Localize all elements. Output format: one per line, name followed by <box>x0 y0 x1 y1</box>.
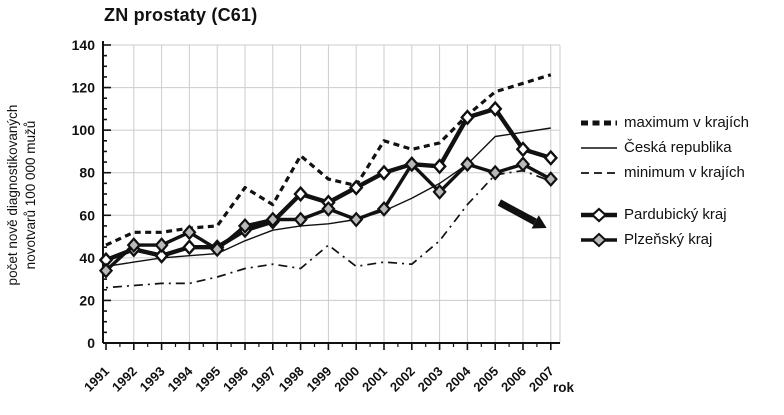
y-tick-label: 20 <box>79 292 95 308</box>
legend-item-pardubicky: Pardubický kraj <box>580 202 784 227</box>
legend-item-ceska-republika: Česká republika <box>580 135 784 160</box>
x-tick-label: 1994 <box>164 363 196 395</box>
x-tick-label: 1998 <box>276 364 307 395</box>
trend-arrow-shaft <box>497 199 537 225</box>
x-tick-label: 1996 <box>220 364 251 395</box>
series-line-maximum <box>105 73 552 247</box>
plzensky-diamond-marker <box>182 224 197 241</box>
legend-item-minimum: minimum v krajích <box>580 160 784 185</box>
legend-marker-solid-thin-icon <box>581 146 617 149</box>
x-tick-label: 1992 <box>109 364 140 395</box>
pardubicky-diamond-marker <box>543 149 559 166</box>
plzensky-diamond-marker <box>543 171 558 188</box>
plzensky-diamond-marker <box>98 262 114 279</box>
plzensky-diamond-marker <box>154 237 169 254</box>
y-tick-label: 140 <box>72 37 96 53</box>
plzensky-diamond-marker <box>265 211 280 228</box>
y-axis-label: počet nově diagnostikovaných novotvarů 1… <box>4 27 40 363</box>
x-axis-label: rok <box>553 380 575 395</box>
pardubicky-diamond-marker <box>348 179 364 196</box>
plzensky-diamond-marker <box>126 237 141 254</box>
pardubicky-diamond-marker <box>432 158 447 175</box>
x-tick-label: 2005 <box>470 364 501 395</box>
x-tick-label: 2004 <box>442 363 474 395</box>
plzensky-diamond-marker <box>349 211 364 228</box>
x-tick-label: 2003 <box>415 364 446 395</box>
legend-label-plzensky: Plzeňský kraj <box>624 231 713 248</box>
x-tick-label: 2000 <box>331 364 362 395</box>
y-tick-label: 0 <box>87 335 95 351</box>
plzensky-diamond-marker <box>460 156 475 173</box>
chart-title: ZN prostaty (C61) <box>104 5 258 25</box>
y-tick-label: 80 <box>79 165 95 181</box>
series-line-minimum <box>105 169 552 289</box>
legend-label-minimum: minimum v krajích <box>624 164 745 181</box>
x-tick-label: 2001 <box>359 364 390 395</box>
pardubicky-diamond-marker <box>487 100 503 117</box>
pardubicky-diamond-marker <box>182 239 197 256</box>
plzensky-diamond-marker <box>488 164 503 181</box>
pardubicky-diamond-marker <box>376 164 392 181</box>
x-tick-label: 2002 <box>387 364 418 395</box>
series-line-ceska-republika <box>105 127 551 268</box>
legend-marker-maximum-dashed-thick-icon <box>581 120 617 125</box>
y-tick-label: 40 <box>79 250 95 266</box>
y-tick-label: 100 <box>72 122 96 138</box>
plzensky-diamond-marker <box>293 211 308 228</box>
pardubicky-diamond-marker <box>515 141 531 158</box>
y-tick-label: 60 <box>79 207 95 223</box>
pardubicky-diamond-marker <box>460 109 475 126</box>
legend-item-plzensky: Plzeňský kraj <box>580 227 784 252</box>
plzensky-diamond-marker <box>210 241 225 258</box>
y-tick-label: 120 <box>72 80 96 96</box>
x-tick-label: 1993 <box>137 364 168 395</box>
y-axis-label-line1: počet nově diagnostikovaných <box>5 104 20 286</box>
pardubicky-diamond-marker <box>293 185 308 203</box>
plzensky-diamond-marker <box>321 200 336 217</box>
plzensky-diamond-marker <box>515 156 531 173</box>
plzensky-diamond-marker <box>432 183 447 200</box>
legend-label-pardubicky: Pardubický kraj <box>624 206 727 223</box>
plzensky-diamond-marker <box>237 217 253 234</box>
x-tick-label: 1995 <box>192 364 223 395</box>
plzensky-diamond-marker <box>404 156 419 173</box>
legend-item-maximum: maximum v krajích <box>580 110 784 135</box>
x-tick-label: 2006 <box>498 364 529 395</box>
legend-marker-gray-diamond-icon <box>581 232 617 247</box>
pardubicky-diamond-marker <box>154 247 169 264</box>
y-axis-label-line2: novotvarů 100 000 mužů <box>22 120 38 270</box>
legend: maximum v krajích Česká republika minimu… <box>580 110 784 252</box>
legend-marker-dashed-thin-icon <box>581 171 617 174</box>
x-tick-label: 1999 <box>303 364 334 395</box>
x-tick-label: 1997 <box>248 364 279 395</box>
x-tick-label: 1991 <box>81 364 112 395</box>
legend-label-maximum: maximum v krajích <box>624 114 750 131</box>
legend-marker-open-diamond-icon <box>581 207 617 222</box>
trend-arrow-head-icon <box>531 215 547 229</box>
plzensky-diamond-marker <box>376 200 392 217</box>
legend-label-ceska-republika: Česká republika <box>624 139 732 156</box>
